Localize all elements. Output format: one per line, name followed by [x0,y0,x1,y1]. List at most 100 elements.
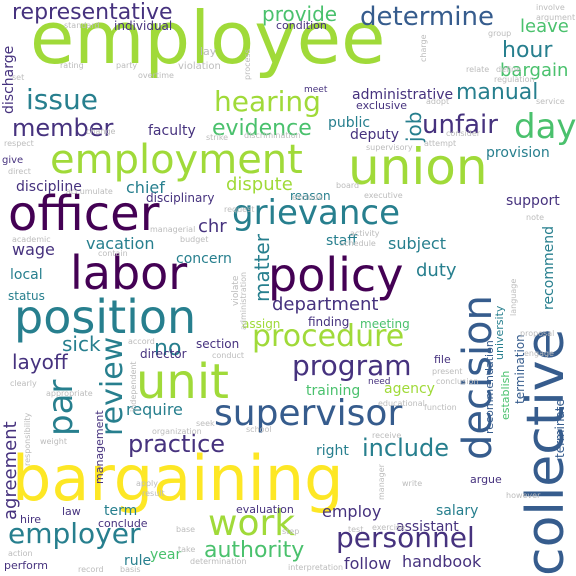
word-service: service [536,97,565,106]
word-concern: concern [176,251,232,267]
word-group: group [488,29,512,38]
word-exclude: exclude [292,193,324,202]
word-engage: engage [524,349,554,358]
word-disciplinary: disciplinary [146,191,215,205]
word-academic: academic [12,235,51,244]
word-managerial: managerial [150,225,196,234]
word-administrative: administrative [352,87,454,103]
word-grievance: grievance [232,193,401,233]
word-process: process [243,49,252,80]
word-evaluation: evaluation [236,503,294,516]
word-apply: apply [136,479,159,488]
word-independent: independent [129,361,138,412]
word-responsibility: responsibility [23,412,32,466]
word-board: board [336,181,360,190]
word-respect: respect [4,139,34,148]
word-vacation: vacation [86,234,155,253]
word-term: term [104,503,138,519]
word-wage: wage [12,240,55,259]
word-law: law [62,505,81,518]
word-sick: sick [62,332,101,356]
word-weight: weight [40,437,67,446]
word-practice: practice [128,430,226,458]
word-supervisory: supervisory [366,143,413,152]
word-university: university [493,305,506,360]
word-manager: manager [377,464,386,500]
word-activity: activity [350,229,380,238]
word-terminate: terminate [553,399,567,458]
word-chr: chr [198,216,227,237]
word-step: step [282,527,300,536]
word-employer: employer [8,517,141,550]
word-define: define [496,65,522,74]
word-include: include [362,434,449,462]
word-employee: employee [30,0,386,80]
word-provision: provision [486,145,550,161]
word-proposal: proposal [520,329,555,338]
word-require: require [126,400,183,419]
word-leave: leave [520,16,569,37]
word-labor: labor [70,246,188,300]
word-support: support [506,193,560,209]
word-bargaining: bargaining [12,442,344,515]
word-establish: establish [499,370,512,420]
word-section: section [196,337,240,351]
word-day: day [514,107,576,147]
word-discrimination: discrimination [244,131,301,140]
word-violate: violate [231,275,241,306]
word-action: action [8,549,33,558]
word-year: year [150,547,182,563]
word-representative: representative [12,0,173,25]
word-layoff: layoff [12,350,68,374]
word-write: write [402,479,423,488]
word-policy: policy [268,248,404,302]
word-accumulate: accumulate [66,187,113,196]
word-authority: authority [204,538,305,563]
word-receive: receive [372,431,402,440]
word-unit: unit [136,354,229,410]
word-position: position [14,290,197,344]
word-personnel: personnel [336,521,475,554]
word-hearing: hearing [214,85,321,118]
word-finding: finding [308,315,350,329]
word-status: status [8,289,45,303]
word-officer: officer [8,186,160,242]
word-determination: determination [190,557,247,566]
word-duty: duty [416,260,457,281]
word-adopt: adopt [426,97,450,106]
word-rule: rule [124,553,152,569]
word-argument: argument [536,13,576,22]
word-conduct: conduct [212,351,245,360]
word-present: present [432,367,463,376]
word-relate: relate [466,65,490,74]
word-violation: violation [178,61,221,72]
word-interpretation: interpretation [288,563,344,572]
word-member: member [12,114,114,142]
word-take: take [178,545,196,554]
word-hour: hour [502,38,553,63]
word-school: school [246,425,272,434]
word-consider: consider [446,129,481,138]
word-test: test [348,525,364,534]
word-staff: staff [326,233,358,249]
word-perform: perform [4,559,48,572]
word-employment: employment [50,137,303,183]
word-attempt: attempt [424,139,457,148]
word-issue: issue [26,83,98,116]
word-change: change [86,127,116,136]
word-strike: strike [206,133,229,142]
word-need: need [368,377,391,387]
word-deputy: deputy [350,127,400,143]
word-evidence: evidence [212,116,312,141]
word-individual: individual [114,19,173,33]
word-argue: argue [470,473,502,486]
word-request: request [224,205,255,214]
word-organization: organization [152,427,202,436]
word-note: note [526,213,545,222]
word-basis: basis [120,565,141,574]
word-job: job [402,111,426,143]
word-accord: accord [128,337,155,346]
word-educational: educational [378,399,425,408]
word-conclusion: conclusion [436,377,479,386]
